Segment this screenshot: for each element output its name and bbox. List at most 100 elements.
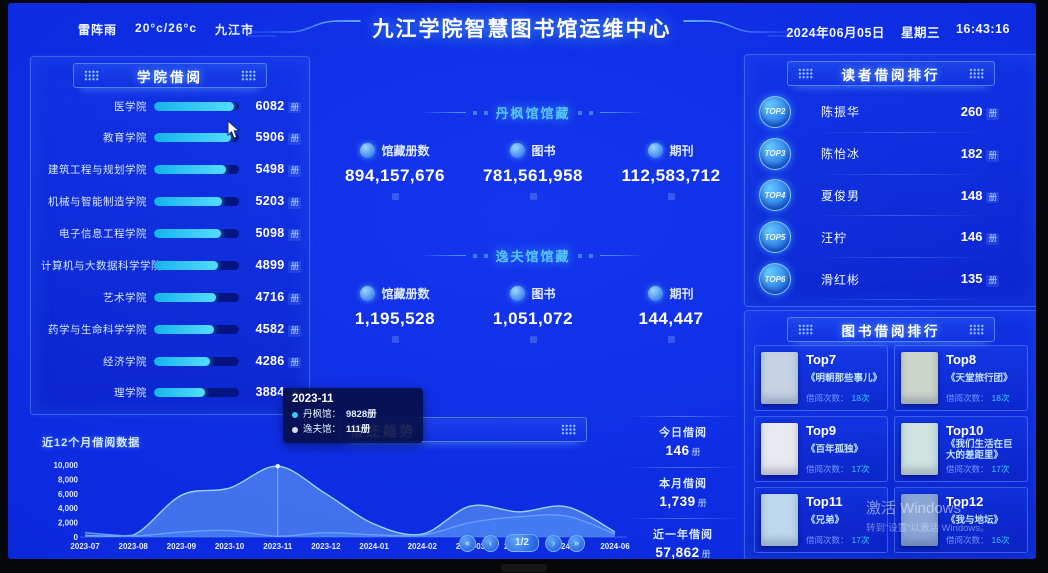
reader-row[interactable]: TOP2 陈振华 260 册: [759, 95, 1023, 133]
page-indicator[interactable]: 1/2: [505, 534, 539, 552]
tooltip-series-label: 丹枫馆：: [303, 409, 342, 420]
book-card[interactable]: Top10 《我们生活在巨大的差距里》 借阅次数： 17次: [894, 416, 1028, 482]
book-ranking-panel: 图书借阅排行 Top7 《明朝那些事儿》 借阅次数： 18次: [744, 310, 1036, 559]
reader-row[interactable]: TOP5 汪柠 146 册: [759, 220, 1023, 259]
dashboard-screen: 雷阵雨 20°c/26°c 九江市 九江学院智慧图书馆运维中心 2024年06月…: [8, 3, 1036, 559]
svg-text:2024-01: 2024-01: [359, 542, 389, 551]
book-rank: Top9: [806, 423, 837, 438]
unit-label: 册: [288, 356, 301, 369]
unit-label: 册: [288, 324, 301, 337]
college-label: 艺术学院: [103, 291, 147, 304]
stat-item: 期刊 112,583,712: [602, 142, 740, 200]
book-card[interactable]: Top8 《天堂旅行团》 借阅次数： 18次: [894, 345, 1028, 411]
college-bar-row[interactable]: 经济学院 4286 册: [41, 348, 301, 374]
college-value: 4716 册: [247, 290, 301, 305]
borrow-count-label: 借阅次数：: [946, 534, 989, 545]
college-label: 机械与智能制造学院: [48, 196, 147, 209]
college-label: 药学与生命科学学院: [48, 323, 147, 336]
reader-count-number: 135: [960, 271, 983, 287]
stat-item: 图书 781,561,958: [464, 142, 602, 200]
college-value: 6082 册: [247, 99, 301, 114]
college-bar-row[interactable]: 理学院 3884 册: [41, 380, 301, 406]
book-card[interactable]: Top9 《百年孤独》 借阅次数： 17次: [754, 416, 888, 482]
book-icon: [360, 143, 376, 158]
stat-label: 期刊: [669, 287, 694, 301]
book-cover: [901, 352, 938, 404]
reader-count-number: 148: [960, 187, 983, 203]
book-icon: [648, 286, 664, 301]
trend-area-chart[interactable]: 0 2,000 4,000 6,000 8,000 10,000 2023-07 2023-0…: [30, 449, 652, 555]
title-square: [577, 253, 582, 258]
book-card[interactable]: Top7 《明朝那些事儿》 借阅次数： 18次: [754, 345, 888, 411]
next-page-button[interactable]: ›: [545, 534, 562, 552]
college-bar-fill: [154, 324, 214, 334]
college-bar-row[interactable]: 计算机与大数据科学学院 4899 册: [41, 252, 301, 278]
grid-dots-icon: [561, 424, 576, 435]
tooltip-row: 逸夫馆： 111册: [292, 423, 414, 438]
college-bar-row[interactable]: 电子信息工程学院 5098 册: [41, 221, 301, 247]
stat-label: 期刊: [669, 144, 694, 158]
title-line: [420, 112, 467, 113]
book-card[interactable]: Top12 《我与地坛》 借阅次数： 16次: [894, 487, 1028, 553]
borrow-count-label: 借阅次数：: [946, 392, 989, 403]
tooltip-series-label: 逸夫馆：: [303, 423, 342, 435]
reader-ranking-list: TOP2 陈振华 260 册 TOP3 陈怡冰 182 册 TOP4 夏俊男: [759, 91, 1023, 301]
reader-row[interactable]: TOP6 滑红彬 135 册: [759, 262, 1023, 301]
grid-dots-icon: [969, 324, 984, 335]
college-bar-row[interactable]: 机械与智能制造学院 5203 册: [41, 189, 301, 215]
book-info: Top10 《我们生活在巨大的差距里》 借阅次数： 17次: [946, 421, 1021, 477]
college-value-number: 4286: [255, 353, 285, 368]
datetime: 2024年06月05日 星期三 16:43:16: [786, 22, 1010, 41]
college-bar-track: [154, 133, 239, 143]
borrow-count-value: 18次: [851, 392, 870, 403]
college-bar-row[interactable]: 艺术学院 4716 册: [41, 284, 301, 310]
book-rank: Top7: [806, 352, 837, 367]
rank-badge: TOP3: [759, 137, 791, 170]
prev-page-button[interactable]: ‹: [482, 534, 499, 552]
unit-label: 册: [288, 292, 301, 305]
college-bar-row[interactable]: 医学院 6082 册: [41, 93, 301, 119]
college-value-number: 4582: [255, 321, 285, 336]
weather-info: 雷阵雨 20°c/26°c 九江市: [78, 21, 254, 38]
yifu-collection-section: 逸夫馆馆藏 馆藏册数 1,195,528 图书 1,051,: [326, 246, 740, 343]
college-bar-fill: [154, 356, 211, 366]
svg-text:2023-12: 2023-12: [311, 542, 341, 551]
college-bar-track: [154, 165, 239, 175]
book-icon: [510, 286, 526, 301]
college-bar-track: [154, 260, 239, 270]
deco-square: [391, 193, 399, 200]
stat-value: 781,561,958: [482, 166, 584, 185]
reader-row[interactable]: TOP3 陈怡冰 182 册: [759, 137, 1023, 175]
stat-header: 图书: [510, 142, 556, 159]
first-page-button[interactable]: «: [459, 534, 476, 552]
grid-dots-icon: [798, 68, 813, 79]
college-value: 5098 册: [247, 226, 301, 241]
title-line: [599, 255, 646, 256]
unit-label: 册: [986, 233, 999, 246]
college-bar-track: [154, 197, 239, 207]
deco-square: [529, 193, 537, 200]
title-square: [588, 110, 593, 115]
college-value-number: 5203: [255, 194, 285, 209]
book-info: Top8 《天堂旅行团》 借阅次数： 18次: [946, 350, 1013, 406]
college-bar-track: [154, 292, 239, 302]
college-bar-row[interactable]: 药学与生命科学学院 4582 册: [41, 316, 301, 342]
college-bar-row[interactable]: 建筑工程与规划学院 5498 册: [41, 157, 301, 183]
svg-text:2023-11: 2023-11: [263, 542, 292, 551]
last-page-button[interactable]: »: [568, 534, 585, 552]
stat-header: 馆藏册数: [360, 142, 430, 159]
deco-square: [667, 193, 675, 200]
title-line: [599, 112, 646, 113]
svg-text:2024-06: 2024-06: [600, 542, 630, 551]
reader-row[interactable]: TOP4 夏俊男 148 册: [759, 178, 1023, 217]
trend-stat-label: 今日借阅: [659, 427, 707, 439]
trend-stat-number: 146: [665, 443, 690, 458]
college-bar-row[interactable]: 教育学院 5906 册: [41, 125, 301, 151]
series-dot-icon: [292, 412, 298, 419]
danfeng-collection-section: 丹枫馆馆藏 馆藏册数 894,157,676 图书 781,: [326, 103, 740, 200]
book-card[interactable]: Top11 《兄弟》 借阅次数： 17次: [754, 487, 888, 553]
date-text: 2024年06月05日: [786, 26, 885, 40]
college-panel-title: 学院借阅: [137, 69, 203, 85]
college-bar-fill: [154, 229, 221, 238]
book-icon: [510, 143, 526, 158]
